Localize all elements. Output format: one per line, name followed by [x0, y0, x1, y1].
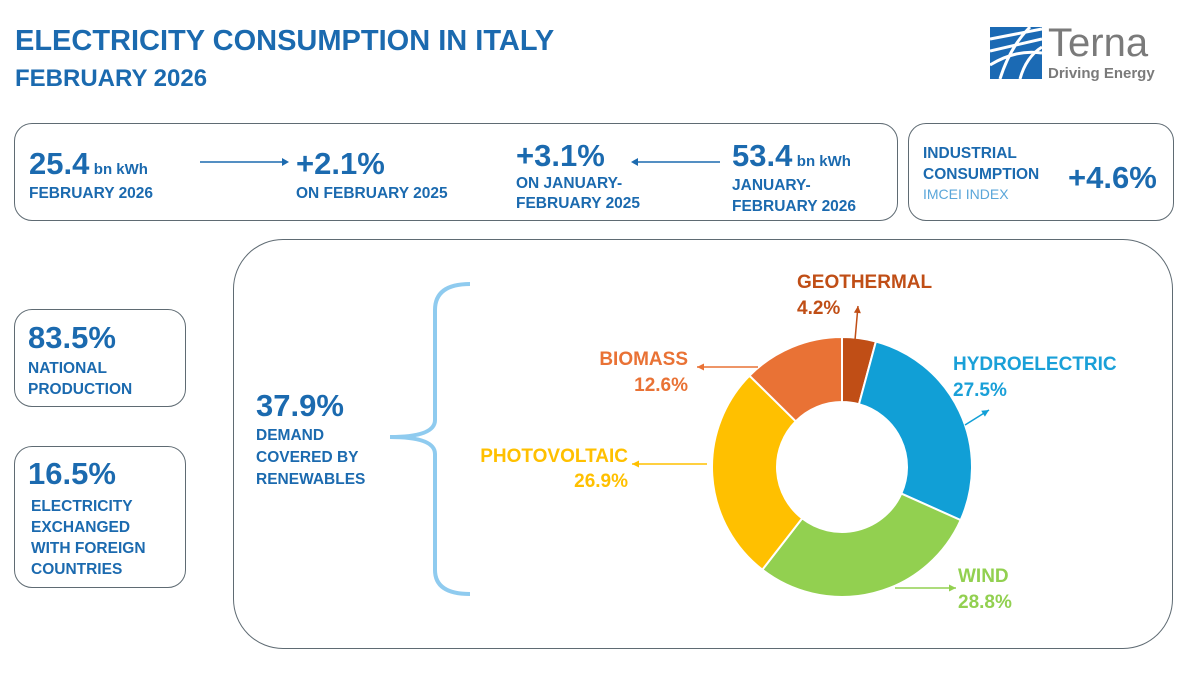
- label-biomass: BIOMASS: [599, 349, 688, 370]
- slice-wind: [760, 492, 962, 598]
- foreign-exchange-box: [14, 446, 186, 588]
- ytd-label: FEBRUARY 2026: [732, 198, 857, 215]
- logo-name: Terna: [1048, 21, 1149, 65]
- label-geothermal: GEOTHERMAL: [797, 272, 933, 293]
- ytd-change-label: ON JANUARY-: [516, 175, 623, 192]
- value-biomass: 12.6%: [634, 375, 688, 396]
- value-hydroelectric: 27.5%: [953, 380, 1007, 401]
- label-photovoltaic: PHOTOVOLTAIC: [480, 446, 628, 467]
- month-unit: bn kWh: [93, 161, 148, 178]
- arrow-hydroelectric: [964, 409, 990, 426]
- slice-hydroelectric: [857, 340, 973, 522]
- terna-logo-icon: [989, 25, 1043, 80]
- ytd-change: +3.1%: [516, 138, 605, 173]
- ytd-unit: bn kWh: [796, 153, 851, 170]
- slice-photovoltaic: [711, 374, 804, 572]
- renewables-value: 37.9%: [256, 388, 344, 423]
- industrial-label: INDUSTRIAL: [923, 145, 1017, 162]
- arrow-wind: [895, 584, 956, 592]
- national-production-label: NATIONAL: [28, 360, 107, 377]
- month-label: FEBRUARY 2026: [29, 185, 154, 202]
- renewables-label: DEMAND: [256, 427, 325, 444]
- label-wind: WIND: [958, 566, 1009, 587]
- renewables-label: RENEWABLES: [256, 471, 366, 488]
- page-subtitle: FEBRUARY 2026: [15, 65, 208, 92]
- foreign-exchange-label: WITH FOREIGN: [31, 540, 146, 557]
- value-geothermal: 4.2%: [797, 298, 841, 319]
- foreign-exchange-label: EXCHANGED: [31, 519, 131, 536]
- ytd-label: JANUARY-: [732, 177, 811, 194]
- arrow-biomass: [697, 363, 758, 371]
- industrial-label: CONSUMPTION: [923, 166, 1040, 183]
- logo-tagline: Driving Energy: [1048, 65, 1155, 82]
- ytd-change-label: FEBRUARY 2025: [516, 195, 641, 212]
- slice-biomass: [748, 335, 843, 423]
- industrial-box: [908, 123, 1174, 221]
- ytd-value: 53.4: [732, 138, 793, 173]
- renewables-box: [233, 239, 1173, 649]
- arrow-geothermal: [853, 305, 861, 341]
- month-value: 25.4: [29, 146, 90, 181]
- month-change: +2.1%: [296, 146, 385, 181]
- renewables-label: COVERED BY: [256, 449, 359, 466]
- industrial-value: +4.6%: [1068, 160, 1157, 195]
- terna-logo: Terna Driving Energy: [989, 21, 1155, 84]
- value-photovoltaic: 26.9%: [574, 471, 628, 492]
- curly-brace-icon: [389, 282, 471, 596]
- arrow-photovoltaic: [632, 460, 707, 468]
- arrow-left-icon: [631, 158, 720, 166]
- national-production-box: [14, 309, 186, 407]
- month-change-label: ON FEBRUARY 2025: [296, 185, 448, 202]
- foreign-exchange-value: 16.5%: [28, 456, 116, 491]
- foreign-exchange-label: COUNTRIES: [31, 561, 123, 578]
- consumption-box: [14, 123, 898, 221]
- foreign-exchange-label: ELECTRICITY: [31, 498, 133, 515]
- arrow-right-icon: [200, 158, 289, 166]
- national-production-value: 83.5%: [28, 320, 116, 355]
- page-title: ELECTRICITY CONSUMPTION IN ITALY: [15, 25, 555, 57]
- national-production-label: PRODUCTION: [28, 381, 133, 398]
- label-hydroelectric: HYDROELECTRIC: [953, 354, 1117, 375]
- value-wind: 28.8%: [958, 592, 1012, 613]
- imcei-index-label: IMCEI INDEX: [923, 186, 1009, 202]
